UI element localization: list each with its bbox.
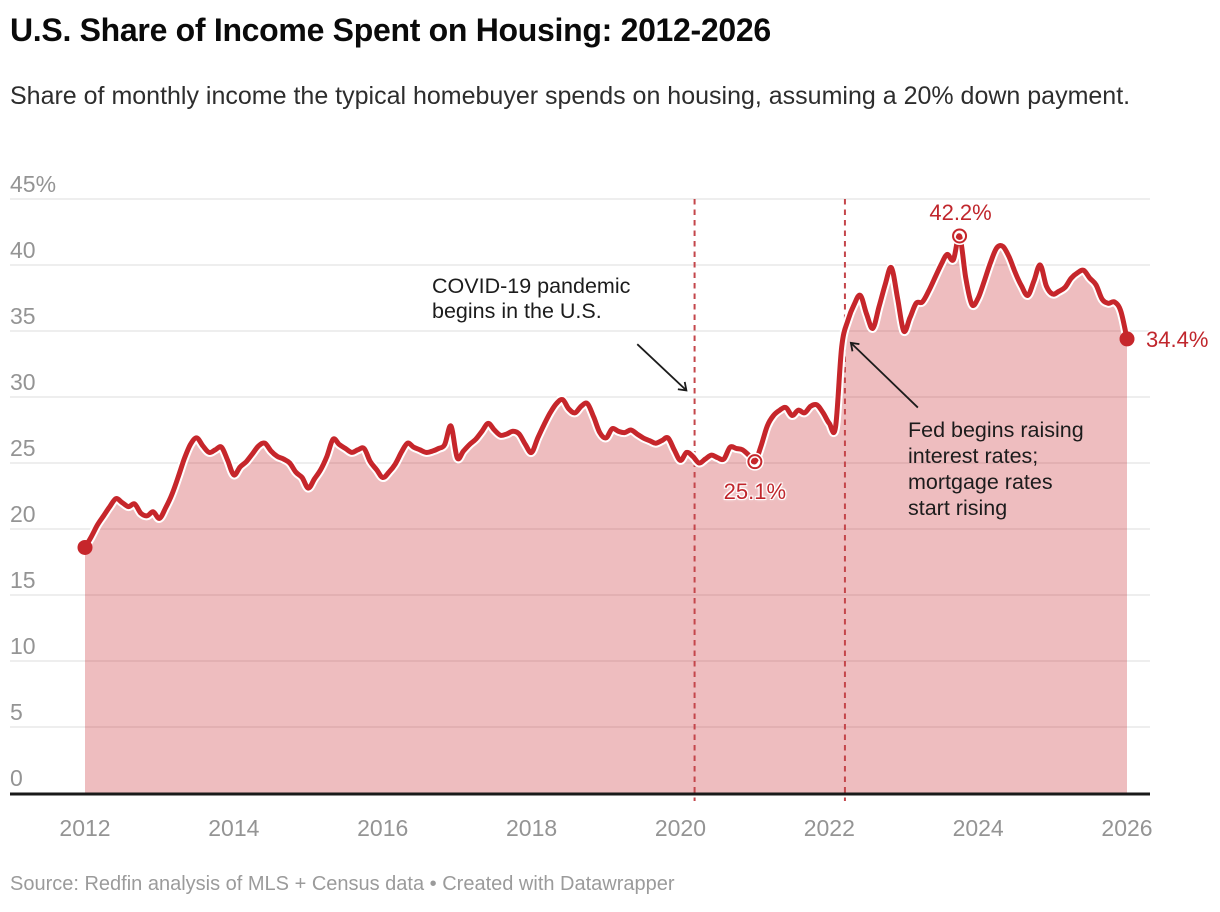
x-axis-label: 2020: [655, 815, 706, 841]
x-axis-label: 2026: [1101, 815, 1152, 841]
x-axis-label: 2018: [506, 815, 557, 841]
fed-arrow: [849, 341, 919, 409]
y-axis-label: 20: [10, 501, 36, 527]
data-label-end: 34.4%: [1146, 326, 1209, 352]
x-axis-label: 2022: [804, 815, 855, 841]
page-title: U.S. Share of Income Spent on Housing: 2…: [10, 12, 771, 48]
x-axis-label: 2016: [357, 815, 408, 841]
x-axis-label: 2014: [208, 815, 259, 841]
annotation-covid: COVID-19 pandemic begins in the U.S.: [432, 274, 631, 323]
y-axis-label: 10: [10, 633, 36, 659]
chart-subtitle: Share of monthly income the typical home…: [10, 82, 1131, 110]
data-line[interactable]: [82, 233, 1130, 550]
data-point-dip-circle: [747, 454, 763, 470]
source-credit: Source: Redfin analysis of MLS + Census …: [10, 873, 675, 895]
data-point-end-dot: [1119, 331, 1135, 347]
area-fill[interactable]: [85, 235, 1127, 794]
y-axis-label: 25: [10, 435, 36, 461]
y-axis-label: 45%: [10, 171, 56, 197]
y-axis-label: 5: [10, 699, 23, 725]
y-axis-label: 0: [10, 765, 23, 791]
x-axis-label: 2024: [953, 815, 1004, 841]
annotation-fed: Fed begins raising interest rates; mortg…: [908, 418, 1084, 520]
x-axis-label: 2012: [59, 815, 110, 841]
data-point-peak-circle: [952, 228, 968, 244]
data-point-start-dot: [77, 539, 93, 555]
covid-arrow: [636, 343, 688, 392]
y-axis-label: 15: [10, 567, 36, 593]
y-axis-label: 35: [10, 303, 36, 329]
data-label-dip: 25.1%: [723, 478, 787, 504]
y-axis-label: 40: [10, 237, 36, 263]
data-label-peak: 42.2%: [929, 199, 992, 225]
y-axis-label: 30: [10, 369, 36, 395]
